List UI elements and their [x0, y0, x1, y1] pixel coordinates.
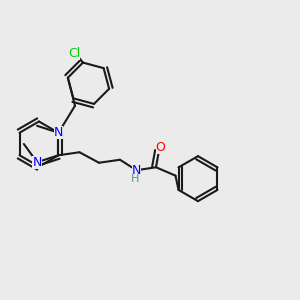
- Text: N: N: [54, 126, 63, 139]
- Text: H: H: [131, 174, 139, 184]
- Text: O: O: [155, 141, 165, 154]
- Text: N: N: [132, 164, 141, 177]
- Text: N: N: [32, 156, 42, 169]
- Text: Cl: Cl: [68, 47, 80, 60]
